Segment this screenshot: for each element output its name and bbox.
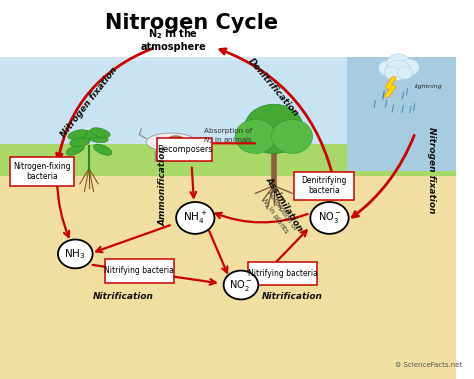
Text: lightning: lightning <box>415 83 443 89</box>
Text: Nitrogen-fixing
bacteria: Nitrogen-fixing bacteria <box>13 161 71 181</box>
Circle shape <box>386 54 410 74</box>
Circle shape <box>235 119 276 153</box>
Circle shape <box>272 119 312 153</box>
Circle shape <box>384 66 400 79</box>
Circle shape <box>400 59 419 75</box>
Text: Nitrification: Nitrification <box>262 292 322 301</box>
Circle shape <box>58 240 92 268</box>
Text: Decomposers: Decomposers <box>157 145 212 154</box>
Text: Nitrogen Cycle: Nitrogen Cycle <box>105 13 278 33</box>
FancyBboxPatch shape <box>0 159 456 379</box>
Ellipse shape <box>146 133 196 151</box>
Ellipse shape <box>70 138 90 147</box>
Text: $\mathregular{NO_2^-}$: $\mathregular{NO_2^-}$ <box>229 277 253 293</box>
Text: Denitrification: Denitrification <box>247 56 301 118</box>
FancyBboxPatch shape <box>157 138 212 161</box>
Circle shape <box>386 60 410 80</box>
FancyBboxPatch shape <box>347 57 456 171</box>
Text: Nitrogen fixation: Nitrogen fixation <box>59 66 119 139</box>
FancyBboxPatch shape <box>0 57 456 171</box>
Circle shape <box>397 66 413 79</box>
Ellipse shape <box>203 145 210 149</box>
Ellipse shape <box>79 130 99 139</box>
Text: Absorption of
$N_2$ in plants: Absorption of $N_2$ in plants <box>257 190 298 238</box>
Text: Assimilation: Assimilation <box>264 176 304 233</box>
Circle shape <box>176 202 214 234</box>
FancyBboxPatch shape <box>0 0 456 61</box>
FancyBboxPatch shape <box>0 61 356 144</box>
Circle shape <box>224 271 258 299</box>
Ellipse shape <box>91 128 110 138</box>
FancyBboxPatch shape <box>105 260 173 283</box>
FancyBboxPatch shape <box>10 157 74 186</box>
Text: $\mathregular{NH_3}$: $\mathregular{NH_3}$ <box>64 247 86 261</box>
Circle shape <box>379 60 398 77</box>
FancyBboxPatch shape <box>248 262 318 285</box>
Circle shape <box>310 202 349 234</box>
Ellipse shape <box>168 135 184 143</box>
Text: Absorption of
$N_2$ in animals: Absorption of $N_2$ in animals <box>203 128 253 146</box>
Text: $\mathregular{NO_3^-}$: $\mathregular{NO_3^-}$ <box>318 210 341 226</box>
Ellipse shape <box>88 134 108 143</box>
FancyBboxPatch shape <box>294 172 354 200</box>
Text: Nitrifying bacteria: Nitrifying bacteria <box>248 269 318 278</box>
Text: ⚙ ScienceFacts.net: ⚙ ScienceFacts.net <box>395 362 462 368</box>
FancyBboxPatch shape <box>0 142 456 176</box>
Text: Nitrification: Nitrification <box>93 292 154 301</box>
Text: Ammonification: Ammonification <box>159 146 168 226</box>
Ellipse shape <box>68 130 87 139</box>
Ellipse shape <box>66 144 84 155</box>
Ellipse shape <box>93 144 112 155</box>
Circle shape <box>244 104 303 153</box>
Circle shape <box>190 138 209 153</box>
Text: Nitrogen fixation: Nitrogen fixation <box>427 127 436 214</box>
Text: $\mathregular{NH_4^+}$: $\mathregular{NH_4^+}$ <box>183 210 208 226</box>
Text: $\mathbf{N_2}$ in the
atmosphere: $\mathbf{N_2}$ in the atmosphere <box>140 27 206 53</box>
Text: Nitrifying bacteria: Nitrifying bacteria <box>104 266 174 276</box>
Ellipse shape <box>159 141 170 147</box>
Text: Denitrifying
bacteria: Denitrifying bacteria <box>301 176 346 196</box>
